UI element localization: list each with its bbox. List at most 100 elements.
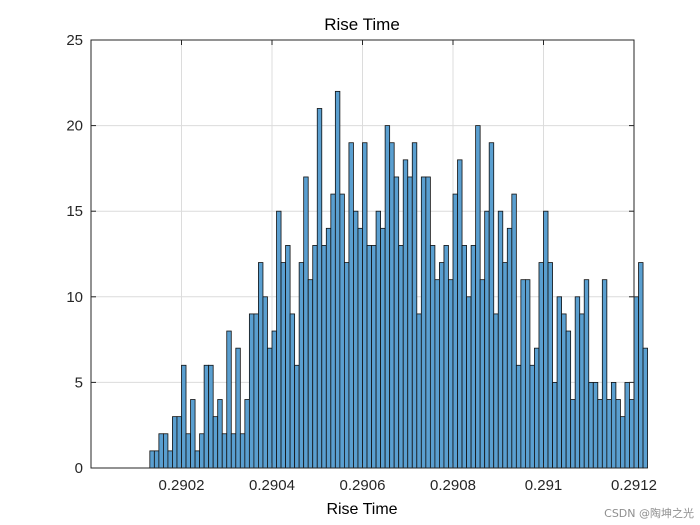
histogram-bar bbox=[429, 245, 436, 469]
histogram-bar bbox=[226, 330, 232, 469]
histogram-bar bbox=[448, 279, 454, 469]
histogram-bar bbox=[457, 159, 463, 469]
histogram-bar bbox=[280, 262, 286, 469]
histogram-bar bbox=[217, 399, 223, 469]
y-tick-label: 0 bbox=[75, 460, 83, 477]
histogram-bar bbox=[443, 245, 449, 469]
histogram-bar bbox=[253, 313, 259, 469]
histogram-bar bbox=[534, 347, 540, 469]
histogram-bar bbox=[398, 245, 404, 469]
histogram-bar bbox=[366, 245, 372, 469]
histogram-bar bbox=[190, 399, 196, 469]
histogram-bar bbox=[343, 262, 350, 469]
histogram-bar bbox=[321, 245, 327, 469]
histogram-bar bbox=[466, 296, 472, 469]
histogram-bar bbox=[316, 108, 323, 469]
x-tick-label: 0.2908 bbox=[430, 477, 476, 494]
x-axis-label: Rise Time bbox=[326, 501, 397, 518]
histogram-bar bbox=[502, 262, 508, 469]
histogram-bar bbox=[199, 433, 205, 469]
histogram-bar bbox=[561, 313, 567, 469]
histogram-bar bbox=[203, 364, 210, 469]
y-tick-label: 15 bbox=[66, 203, 83, 220]
histogram-bar bbox=[488, 142, 495, 469]
histogram-bar bbox=[610, 381, 617, 469]
histogram-bar bbox=[543, 210, 549, 469]
histogram-bar bbox=[416, 313, 422, 469]
histogram-bar bbox=[167, 450, 173, 469]
histogram-bar bbox=[348, 142, 354, 469]
histogram-bar bbox=[506, 227, 513, 469]
histogram-bar bbox=[162, 433, 169, 469]
histogram-bar bbox=[642, 347, 648, 469]
histogram-bar bbox=[592, 381, 599, 469]
histogram-bar bbox=[461, 245, 467, 469]
histogram-bar bbox=[230, 433, 237, 469]
histogram-bar bbox=[515, 364, 522, 469]
histogram-bar bbox=[262, 296, 268, 469]
histogram-bar bbox=[439, 262, 445, 469]
histogram-bar bbox=[538, 262, 544, 469]
histogram-bar bbox=[194, 450, 200, 469]
histogram-bar bbox=[393, 176, 400, 469]
histogram-bar bbox=[402, 159, 409, 469]
histogram-bar bbox=[629, 399, 635, 469]
y-tick-label: 10 bbox=[66, 289, 83, 306]
histogram-bar bbox=[520, 279, 526, 469]
histogram-bar bbox=[606, 399, 612, 469]
x-tick-label: 0.2906 bbox=[340, 477, 386, 494]
x-tick-label: 0.2912 bbox=[611, 477, 657, 494]
y-tick-label: 25 bbox=[66, 32, 83, 49]
histogram-bar bbox=[185, 433, 191, 469]
watermark: CSDN @陶坤之光 bbox=[604, 507, 694, 520]
histogram-bar bbox=[307, 279, 314, 469]
histogram-bar bbox=[601, 279, 608, 469]
histogram-bar bbox=[420, 176, 427, 469]
histogram-bars bbox=[149, 90, 648, 469]
histogram-bar bbox=[303, 176, 309, 469]
histogram-bar bbox=[339, 193, 345, 469]
histogram-bar bbox=[574, 296, 581, 469]
histogram-bar bbox=[620, 416, 626, 469]
histogram-bar bbox=[235, 347, 241, 469]
histogram-bar bbox=[552, 381, 558, 469]
histogram-bar bbox=[633, 296, 639, 469]
histogram-bar bbox=[312, 245, 318, 469]
histogram-bar bbox=[615, 399, 621, 469]
histogram-bar bbox=[511, 193, 517, 469]
histogram-bar bbox=[452, 193, 458, 469]
x-tick-label: 0.2902 bbox=[159, 477, 205, 494]
histogram-bar bbox=[221, 433, 228, 469]
histogram-bar bbox=[475, 125, 481, 469]
histogram-bar bbox=[153, 450, 160, 469]
histogram-bar bbox=[407, 176, 413, 469]
histogram-bar bbox=[334, 90, 341, 469]
histogram-bar bbox=[479, 279, 486, 469]
histogram-bar bbox=[497, 210, 504, 469]
histogram-bar bbox=[371, 245, 377, 469]
histogram-bar bbox=[425, 176, 431, 469]
histogram-bar bbox=[294, 364, 300, 469]
y-tick-label: 5 bbox=[75, 374, 83, 391]
histogram-bar bbox=[357, 227, 363, 469]
histogram-bar bbox=[276, 210, 282, 469]
histogram-bar bbox=[271, 330, 277, 469]
histogram-bar bbox=[298, 262, 305, 469]
x-tick-label: 0.2904 bbox=[249, 477, 295, 494]
histogram-bar bbox=[411, 142, 418, 469]
histogram-bar bbox=[158, 433, 164, 469]
histogram-bar bbox=[239, 433, 246, 469]
histogram-bar bbox=[470, 245, 477, 469]
histogram-bar bbox=[565, 330, 572, 469]
histogram-bar bbox=[258, 262, 264, 469]
histogram-bar bbox=[529, 364, 535, 469]
chart-title: Rise Time bbox=[324, 15, 400, 34]
histogram-bar bbox=[556, 296, 563, 469]
histogram-bar bbox=[525, 279, 531, 469]
histogram-bar bbox=[212, 416, 219, 469]
histogram-bar bbox=[570, 399, 576, 469]
histogram-bar bbox=[624, 381, 630, 469]
histogram-bar bbox=[583, 279, 590, 469]
histogram-bar bbox=[484, 210, 490, 469]
